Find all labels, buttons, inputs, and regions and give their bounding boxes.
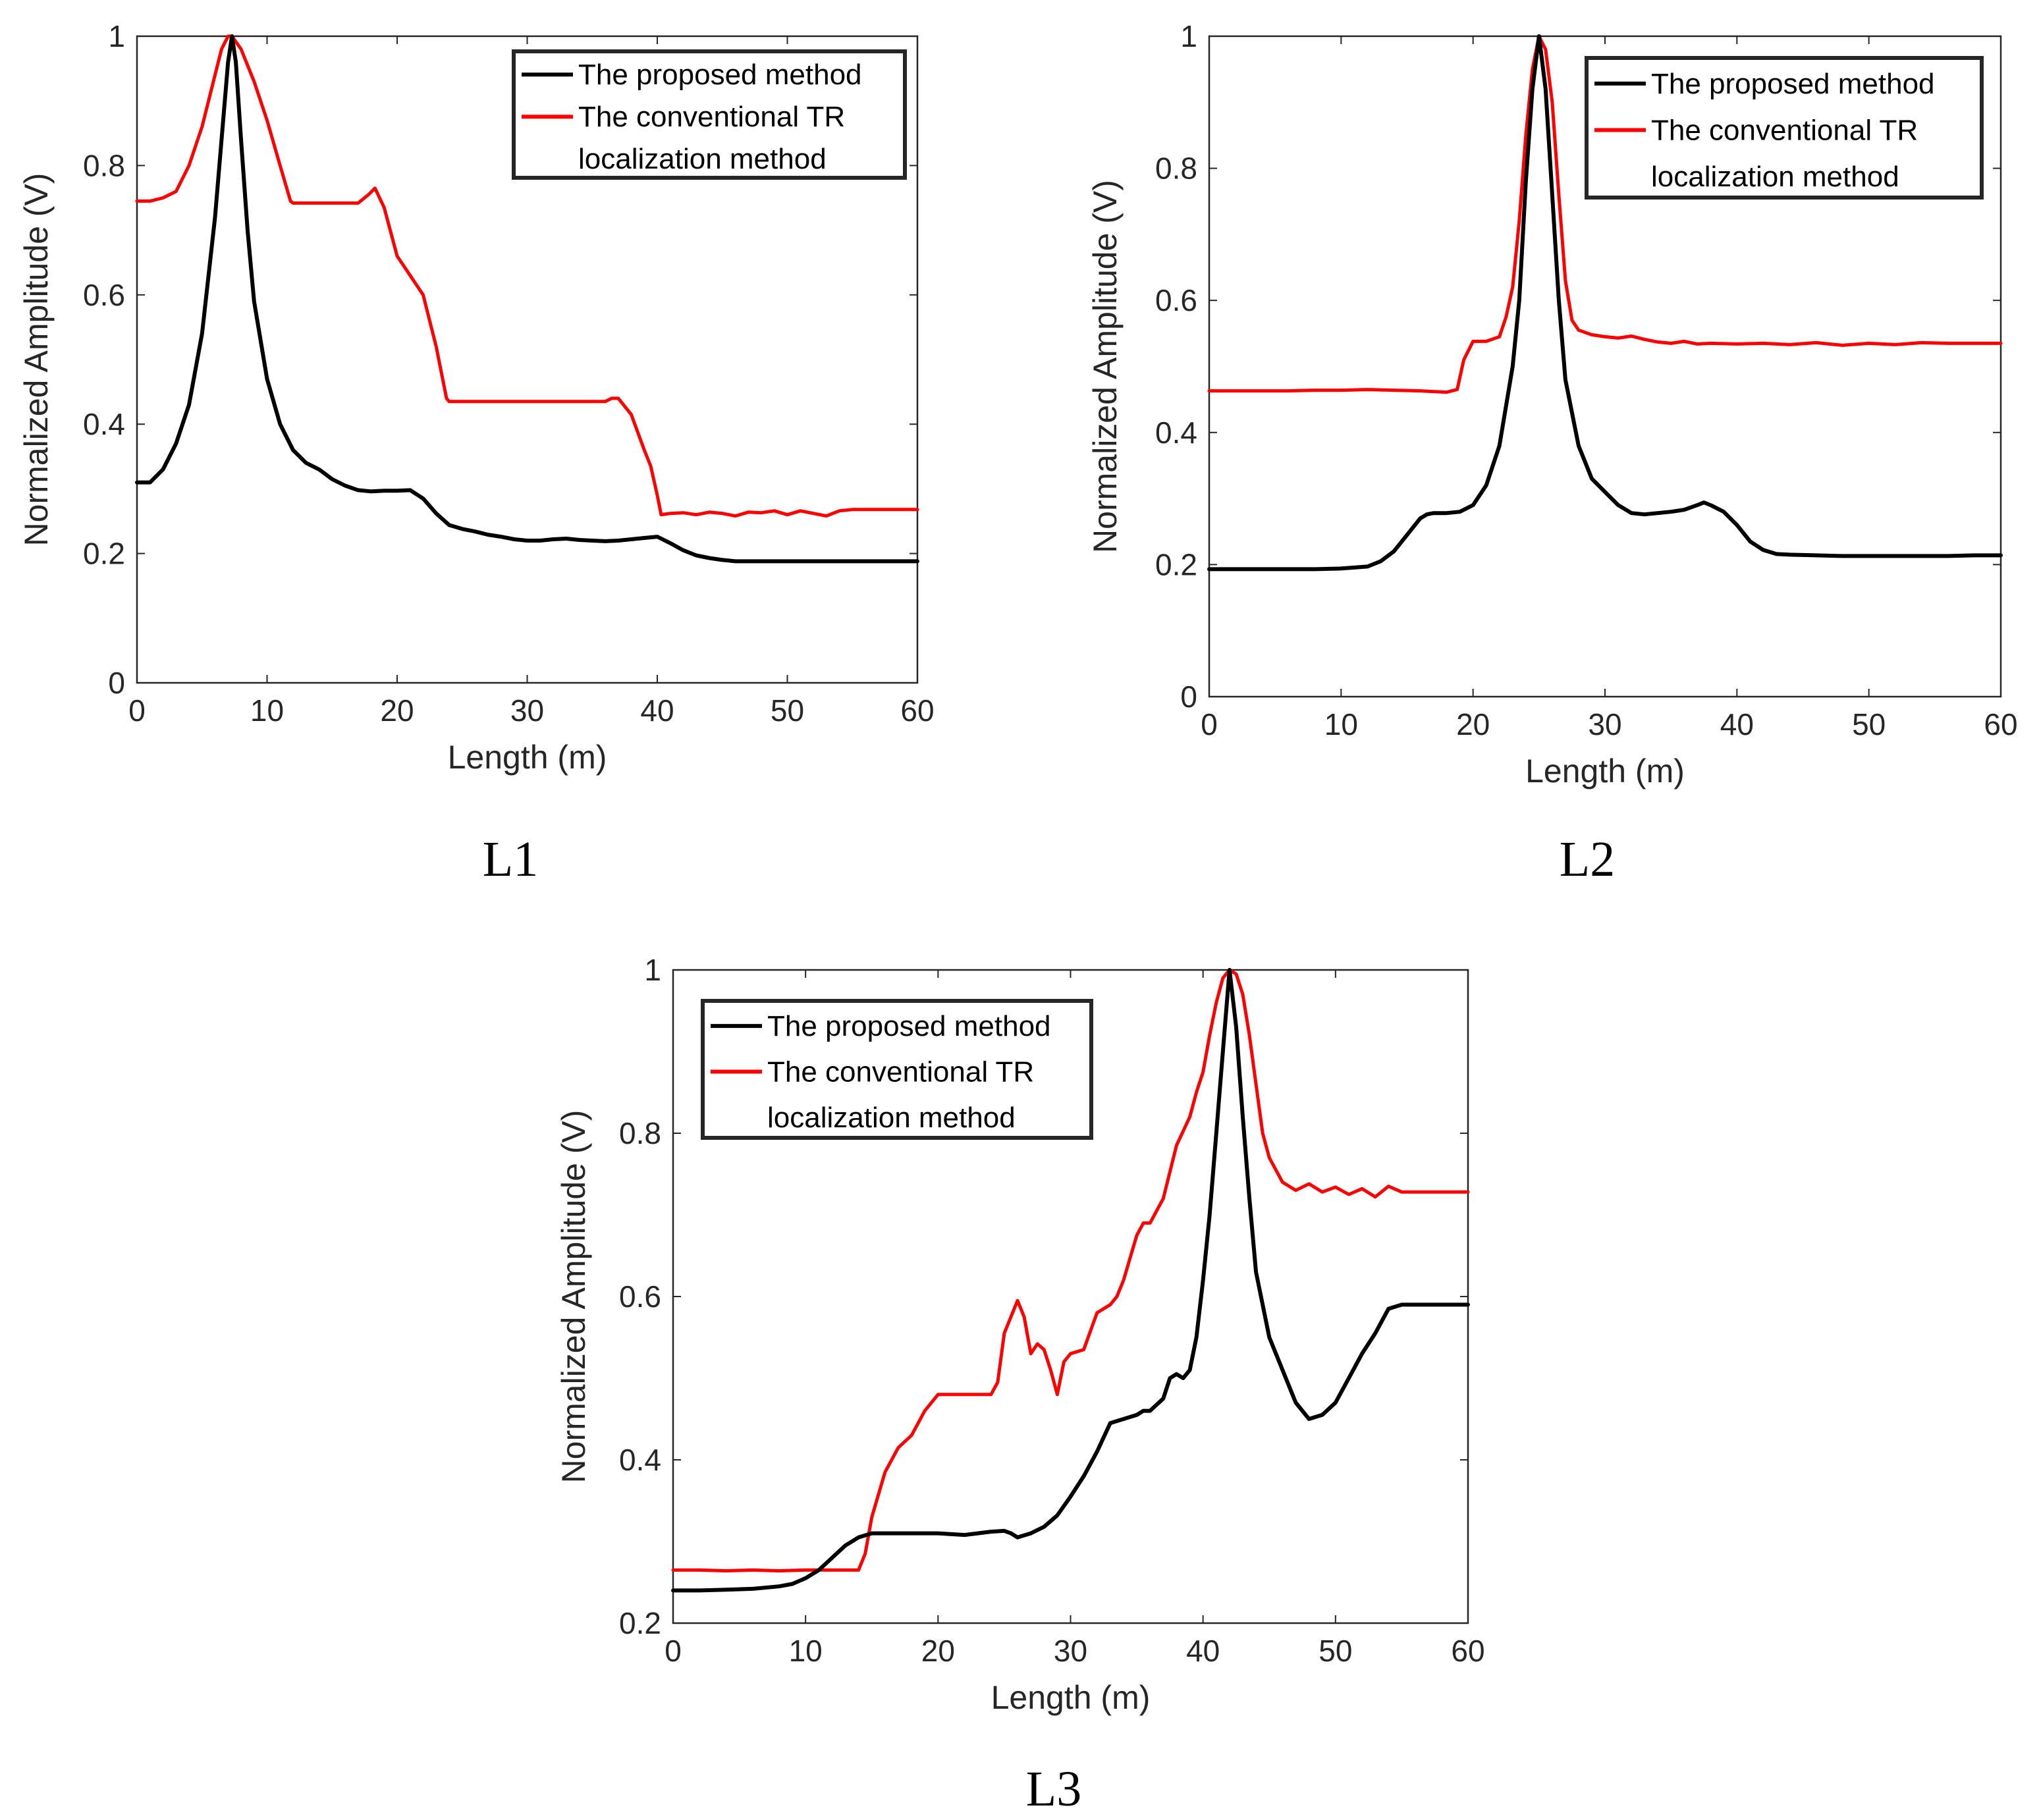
panel-2-x-tick-label: 60 bbox=[1984, 707, 2017, 741]
panel-2-y-tick-label: 0.6 bbox=[1155, 283, 1197, 317]
panel-1-series-proposed bbox=[135, 34, 919, 564]
panel-2-x-tick-label: 20 bbox=[1456, 707, 1490, 741]
panel-1-x-axis-label: Length (m) bbox=[448, 739, 607, 776]
panel-3-x-tick-label: 40 bbox=[1186, 1634, 1220, 1668]
panel-1-x-tick-label: 60 bbox=[900, 693, 934, 728]
panel-1-x-tick-label: 10 bbox=[250, 693, 284, 728]
panel-3-y-tick-label: 0.4 bbox=[619, 1443, 661, 1477]
panel-2-legend-box bbox=[1585, 56, 1984, 200]
panel-2-y-tick-label: 1 bbox=[1180, 19, 1197, 53]
panel-3-y-tick-label: 0.8 bbox=[619, 1116, 661, 1150]
panel-2-y-axis-label: Normalized Amplitude (V) bbox=[1087, 180, 1124, 553]
panel-1: 0 10 20 30 40 50 60 0 0.2 0.4 0.6 0.8 1 Length (m) Nor… bbox=[18, 19, 935, 887]
panel-1-series-conventional bbox=[135, 34, 919, 518]
panel-3-x-tick-label: 30 bbox=[1054, 1634, 1087, 1668]
panel-1-x-tick-label: 50 bbox=[771, 693, 804, 728]
panel-3-x-tick-label: 50 bbox=[1319, 1634, 1352, 1668]
panel-3-x-tick-label: 0 bbox=[665, 1634, 682, 1668]
panel-1-y-tick-label: 0 bbox=[108, 666, 125, 700]
panel-3-label: L3 bbox=[1026, 1761, 1081, 1817]
panel-1-x-tick-label: 40 bbox=[640, 693, 674, 728]
panel-3-series-proposed bbox=[671, 968, 1470, 1593]
panel-2: 0 10 20 30 40 50 60 0 0.2 0.4 0.6 0.8 1 Length (m) Nor… bbox=[1087, 19, 2018, 887]
panel-2-x-tick-label: 50 bbox=[1852, 707, 1886, 741]
panel-2-x-tick-label: 0 bbox=[1201, 707, 1218, 741]
panel-1-legend-entry: The conventional TR bbox=[578, 101, 845, 133]
panel-1-y-tick-label: 0.8 bbox=[83, 148, 125, 182]
panel-3-y-axis-label: Normalized Amplitude (V) bbox=[555, 1110, 592, 1484]
panel-3-x-axis-label: Length (m) bbox=[991, 1679, 1151, 1716]
panel-1-legend-entry: The proposed method bbox=[578, 59, 862, 91]
panel-1-x-tick-label: 0 bbox=[128, 693, 146, 728]
panel-2-legend: The proposed method The conventional TR lo… bbox=[1585, 56, 1984, 200]
panel-2-x-axis-label: Length (m) bbox=[1525, 753, 1685, 790]
panel-2-y-tick-label: 0.2 bbox=[1155, 547, 1197, 581]
panel-2-x-tick-label: 40 bbox=[1720, 707, 1754, 741]
panel-1-y-tick-label: 0.4 bbox=[83, 407, 125, 441]
panel-2-y-tick-label: 0.8 bbox=[1155, 151, 1197, 186]
panel-2-series-proposed bbox=[1207, 34, 2003, 572]
panel-1-legend: The proposed method The conventional TR lo… bbox=[512, 49, 907, 180]
panel-1-y-tick-label: 0.6 bbox=[83, 278, 125, 312]
panel-2-y-tick-label: 0.4 bbox=[1155, 415, 1197, 450]
panel-3-legend-entry: localization method bbox=[767, 1102, 1016, 1134]
panel-1-label: L1 bbox=[483, 832, 538, 887]
panel-2-x-tick-label: 10 bbox=[1324, 707, 1358, 741]
panel-1-x-tick-label: 20 bbox=[380, 693, 414, 728]
panel-2-series-conventional bbox=[1207, 34, 2003, 394]
panel-3-y-tick-label: 0.6 bbox=[619, 1279, 661, 1314]
panel-3-series-conventional bbox=[671, 968, 1470, 1573]
panel-2-label: L2 bbox=[1560, 832, 1615, 887]
panel-3-legend-entry: The proposed method bbox=[767, 1010, 1051, 1042]
panel-1-legend-entry: localization method bbox=[578, 143, 827, 175]
panel-3-legend-entry: The conventional TR bbox=[767, 1056, 1034, 1088]
panel-3-x-tick-label: 20 bbox=[921, 1634, 955, 1668]
panel-2-legend-entry: The conventional TR bbox=[1651, 115, 1918, 147]
panel-2-y-tick-label: 0 bbox=[1180, 680, 1197, 714]
panel-3: 0 10 20 30 40 50 60 0.2 0.4 0.6 0.8 1 Length (m) Norm… bbox=[555, 953, 1485, 1817]
panel-2-legend-entry: localization method bbox=[1651, 161, 1899, 193]
panel-3-x-tick-label: 10 bbox=[789, 1634, 823, 1668]
panel-2-x-tick-label: 30 bbox=[1588, 707, 1621, 741]
panel-2-legend-entry: The proposed method bbox=[1651, 68, 1935, 100]
panel-3-legend-box bbox=[701, 999, 1093, 1140]
panel-1-y-tick-label: 0.2 bbox=[83, 537, 125, 571]
panel-1-y-tick-label: 1 bbox=[108, 19, 125, 53]
panel-1-legend-box bbox=[512, 49, 907, 180]
panel-3-x-tick-label: 60 bbox=[1451, 1634, 1484, 1668]
panel-3-y-tick-label: 0.2 bbox=[619, 1606, 661, 1640]
panel-3-legend: The proposed method The conventional TR lo… bbox=[701, 999, 1093, 1140]
panel-3-y-tick-label: 1 bbox=[644, 953, 661, 987]
panel-1-y-axis-label: Normalized Amplitude (V) bbox=[18, 173, 55, 547]
panel-1-x-tick-label: 30 bbox=[510, 693, 544, 728]
